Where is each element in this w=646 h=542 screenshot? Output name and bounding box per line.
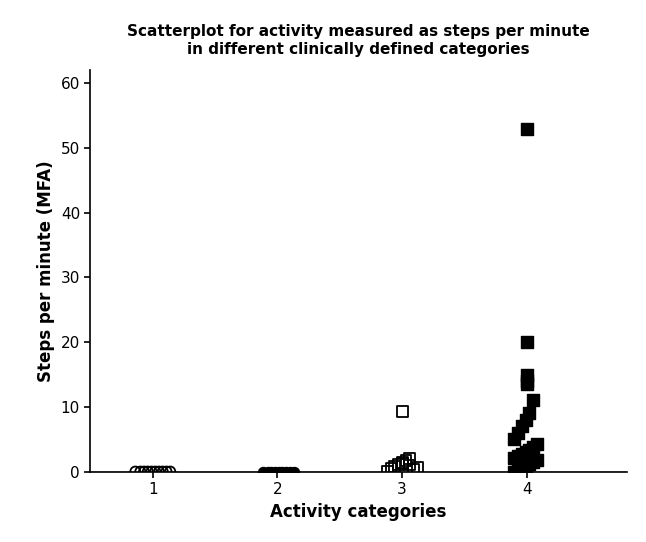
Point xyxy=(277,467,287,476)
Point xyxy=(522,380,532,389)
Point xyxy=(532,456,542,464)
Point xyxy=(528,457,538,466)
Point xyxy=(162,467,172,476)
Point xyxy=(393,460,404,469)
Point xyxy=(404,461,415,469)
Point xyxy=(266,467,276,476)
Point xyxy=(509,435,519,443)
Point xyxy=(270,467,280,476)
Point xyxy=(397,458,408,467)
Point xyxy=(513,451,523,460)
Y-axis label: Steps per minute (MFA): Steps per minute (MFA) xyxy=(37,160,55,382)
Point xyxy=(517,463,527,472)
X-axis label: Activity categories: Activity categories xyxy=(270,502,447,520)
Point xyxy=(289,467,299,476)
Point xyxy=(397,459,408,467)
Point xyxy=(262,467,273,476)
Point xyxy=(509,467,519,476)
Point xyxy=(412,463,422,472)
Point xyxy=(517,450,527,459)
Point xyxy=(509,454,519,462)
Point xyxy=(386,464,396,473)
Point xyxy=(382,467,392,476)
Point xyxy=(150,467,160,476)
Point xyxy=(147,467,157,476)
Point xyxy=(521,461,531,470)
Point xyxy=(165,467,176,476)
Point xyxy=(390,462,400,470)
Point xyxy=(521,448,531,456)
Point xyxy=(285,467,295,476)
Point xyxy=(408,465,419,474)
Point xyxy=(528,443,538,451)
Point xyxy=(139,467,149,476)
Point xyxy=(524,445,534,454)
Point xyxy=(524,409,534,418)
Point xyxy=(281,467,291,476)
Point xyxy=(522,377,532,385)
Point xyxy=(532,440,542,449)
Point xyxy=(513,465,523,474)
Title: Scatterplot for activity measured as steps per minute
in different clinically de: Scatterplot for activity measured as ste… xyxy=(127,24,590,57)
Point xyxy=(154,467,164,476)
Point xyxy=(522,338,532,346)
Point xyxy=(513,428,523,437)
Point xyxy=(273,467,284,476)
Point xyxy=(135,467,145,476)
Point xyxy=(404,454,415,463)
Point xyxy=(522,124,532,133)
Point xyxy=(524,460,534,468)
Point xyxy=(257,467,267,476)
Point xyxy=(517,422,527,430)
Point xyxy=(397,407,408,416)
Point xyxy=(522,370,532,379)
Point xyxy=(401,456,411,465)
Point xyxy=(521,416,531,424)
Point xyxy=(528,396,538,405)
Point xyxy=(158,467,168,476)
Point xyxy=(143,467,153,476)
Point xyxy=(130,467,140,476)
